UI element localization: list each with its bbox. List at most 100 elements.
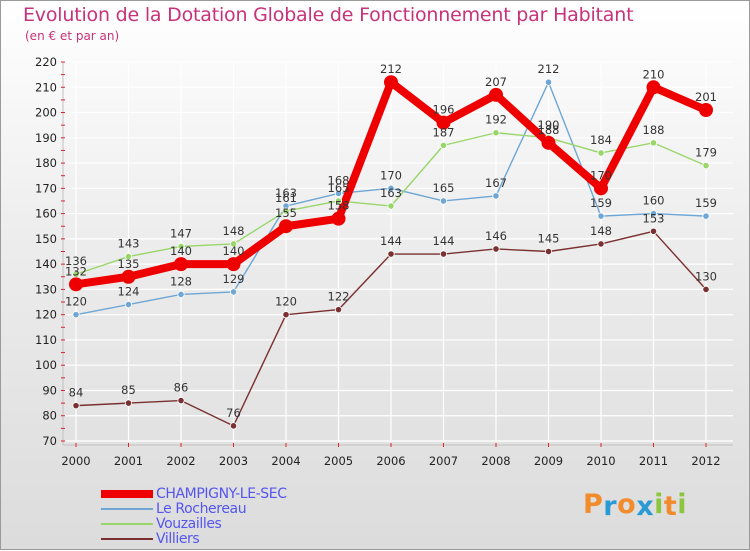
y-tick-label: 170	[35, 181, 57, 195]
data-point	[72, 402, 80, 410]
logo-letter: o	[617, 489, 637, 520]
data-label: 148	[223, 224, 245, 238]
y-tick-label: 130	[35, 282, 57, 296]
legend-swatch	[101, 490, 153, 498]
legend-swatch	[101, 508, 153, 510]
logo-letter: i	[677, 489, 688, 520]
x-tick-label: 2002	[166, 454, 195, 468]
logo-letter: r	[603, 491, 618, 522]
data-point	[439, 141, 448, 149]
data-label: 188	[538, 123, 560, 137]
data-point	[439, 197, 448, 205]
data-point	[334, 189, 343, 197]
data-label: 135	[118, 257, 140, 271]
x-tick-label: 2004	[271, 454, 300, 468]
data-label: 163	[275, 186, 297, 200]
data-label: 147	[170, 226, 192, 240]
logo-letter: t	[663, 491, 678, 522]
data-point	[387, 250, 395, 258]
data-label: 120	[65, 295, 87, 309]
data-label: 153	[643, 211, 665, 225]
legend-swatch	[101, 523, 153, 525]
data-label: 170	[590, 168, 612, 182]
data-label: 144	[380, 234, 402, 248]
data-label: 140	[170, 244, 192, 258]
x-tick-label: 2001	[114, 454, 143, 468]
data-label: 140	[223, 244, 245, 258]
data-label: 136	[65, 254, 87, 268]
data-label: 165	[328, 181, 350, 195]
y-tick-label: 120	[35, 308, 57, 322]
data-label: 84	[69, 386, 84, 400]
data-point	[226, 257, 241, 272]
logo-letter: P	[583, 489, 604, 520]
data-point	[492, 192, 500, 200]
data-point	[279, 219, 293, 234]
legend-label: Vouzailles	[156, 516, 222, 532]
data-point	[334, 306, 343, 314]
data-point	[124, 252, 133, 261]
y-tick-label: 150	[35, 232, 57, 246]
data-label: 207	[485, 75, 507, 89]
data-point	[69, 277, 83, 292]
chart-subtitle: (en € et par an)	[25, 29, 120, 43]
data-label: 159	[590, 196, 612, 210]
data-point	[597, 240, 605, 248]
data-label: 210	[643, 67, 665, 81]
data-label: 120	[275, 295, 297, 309]
y-tick-label: 90	[42, 383, 57, 397]
data-point	[334, 197, 343, 205]
data-label: 143	[118, 237, 140, 251]
data-label: 179	[695, 146, 717, 160]
y-tick-label: 220	[35, 55, 57, 69]
data-point	[177, 396, 185, 405]
data-point	[702, 212, 710, 220]
x-tick-label: 2010	[586, 454, 615, 468]
data-point	[436, 115, 451, 130]
data-label: 212	[380, 62, 402, 76]
data-point	[124, 300, 133, 309]
data-label: 165	[433, 181, 455, 195]
data-label: 130	[695, 269, 717, 283]
data-point	[649, 227, 658, 235]
y-tick-label: 80	[42, 409, 57, 423]
y-tick-label: 140	[35, 257, 57, 271]
data-label: 144	[433, 234, 455, 248]
data-point	[174, 257, 188, 272]
x-tick-label: 2005	[324, 454, 353, 468]
data-label: 187	[433, 125, 455, 139]
data-point	[387, 202, 395, 210]
data-point	[124, 399, 133, 407]
data-label: 155	[275, 206, 297, 220]
data-label: 86	[174, 381, 189, 395]
data-point	[121, 269, 136, 284]
legend-label: Villiers	[156, 531, 200, 547]
x-tick-label: 2008	[481, 454, 510, 468]
y-tick-label: 110	[35, 333, 57, 347]
y-tick-label: 190	[35, 131, 57, 145]
chart-title: Evolution de la Dotation Globale de Fonc…	[23, 4, 634, 26]
data-point	[282, 207, 290, 215]
data-point	[699, 103, 713, 118]
data-point	[541, 135, 556, 150]
data-label: 163	[380, 186, 402, 200]
data-point	[597, 149, 605, 157]
data-point	[229, 288, 238, 296]
data-point	[72, 311, 80, 319]
data-label: 201	[695, 90, 717, 104]
data-point	[229, 240, 238, 248]
data-label: 170	[380, 168, 402, 182]
data-label: 161	[275, 191, 297, 205]
x-tick-label: 2012	[691, 454, 720, 468]
y-tick-label: 160	[35, 207, 57, 221]
legend-label: CHAMPIGNY-LE-SEC	[156, 486, 287, 502]
data-point	[646, 80, 661, 95]
data-label: 132	[65, 264, 87, 278]
data-label: 76	[226, 406, 241, 420]
logo-letter: i	[654, 489, 664, 520]
data-point	[282, 311, 290, 319]
data-point	[544, 247, 553, 256]
data-point	[649, 139, 658, 147]
